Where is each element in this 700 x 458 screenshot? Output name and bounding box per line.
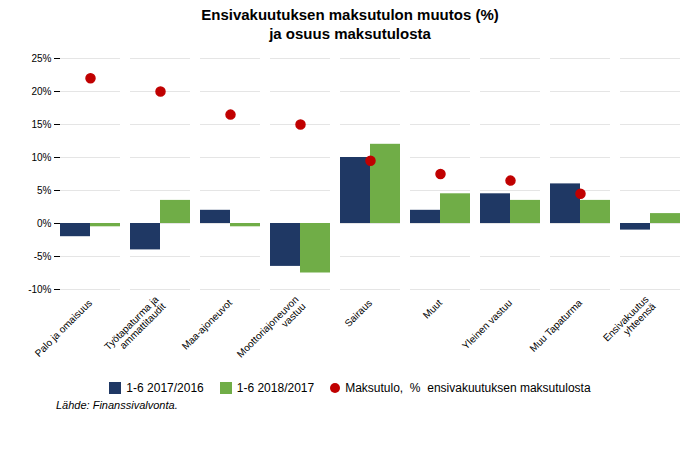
html-text:Maksutulo, % ensivakuutuksen m: Maksutulo, % ensivakuutuksen maksutulost… xyxy=(345,380,591,395)
svg-text:10%: 10% xyxy=(31,151,51,162)
html-text:Lähde: Finanssivalvonta.: Lähde: Finanssivalvonta. xyxy=(56,398,178,411)
svg-text:Työtapaturma jaammattitaudit: Työtapaturma jaammattitaudit xyxy=(102,293,168,359)
svg-text:Maa-ajoneuvot: Maa-ajoneuvot xyxy=(180,297,235,352)
html-text:Ensivakuutuksen maksutulon muu: Ensivakuutuksen maksutulon muutos (%) ja… xyxy=(201,6,499,42)
svg-text:0%: 0% xyxy=(37,217,52,228)
svg-text:Ensivakuutusyhteensä: Ensivakuutusyhteensä xyxy=(601,293,658,350)
svg-text:Sairaus: Sairaus xyxy=(342,297,374,329)
svg-text:-10%: -10% xyxy=(28,283,51,294)
svg-text:15%: 15% xyxy=(31,118,51,129)
svg-text:Yleinen vastuu: Yleinen vastuu xyxy=(460,297,514,351)
svg-text:Moottoriajoneuvonvastuu: Moottoriajoneuvonvastuu xyxy=(235,293,308,366)
html-text:1-6 2017/2016: 1-6 2017/2016 xyxy=(126,380,204,395)
svg-text:Muu Tapaturma: Muu Tapaturma xyxy=(527,296,584,353)
svg-text:-5%: -5% xyxy=(34,250,52,261)
svg-text:5%: 5% xyxy=(37,184,52,195)
svg-text:25%: 25% xyxy=(31,52,51,63)
svg-text:20%: 20% xyxy=(31,85,51,96)
svg-text:Muut: Muut xyxy=(421,297,445,321)
svg-text:Palo ja omaisuus: Palo ja omaisuus xyxy=(33,297,95,359)
html-text:1-6 2018/2017: 1-6 2018/2017 xyxy=(236,380,315,395)
